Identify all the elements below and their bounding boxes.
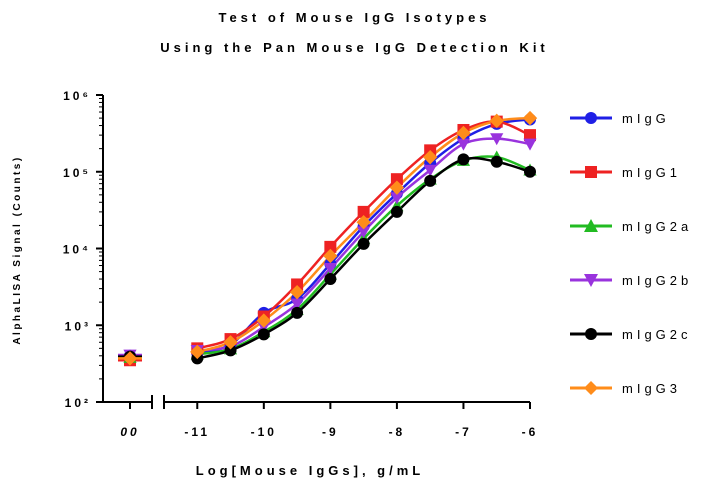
x-tick-label: -6 — [522, 425, 539, 439]
x-axis-label: Log[Mouse IgGs], g/mL — [196, 463, 424, 478]
series-migg2b-point — [523, 138, 537, 151]
series-migg3-point — [223, 335, 238, 350]
y-tick-label: 10³ — [65, 319, 91, 333]
series-migg2a-curve — [197, 155, 531, 356]
legend-swatch — [570, 219, 612, 232]
legend-item: mIgG3 — [568, 374, 708, 428]
legend-label: mIgG2c — [622, 327, 692, 342]
x-tick-label: -11 — [184, 425, 210, 439]
legend-label: mIgG2a — [622, 219, 693, 234]
legend-swatch — [570, 112, 612, 124]
legend-item: mIgG2c — [568, 320, 708, 374]
legend-label: mIgG3 — [622, 381, 682, 396]
legend-item: mIgG2a — [568, 212, 708, 266]
series-migg3-point — [422, 149, 438, 165]
series-migg2b-point — [390, 192, 404, 205]
series-migg2c-point — [490, 155, 503, 168]
legend-marker — [584, 381, 598, 395]
series-migg2b-point — [357, 226, 371, 239]
series-migg2c-point — [390, 205, 403, 218]
series-migg3-point — [389, 180, 405, 195]
legend-swatch — [570, 166, 612, 178]
y-tick-label: 10⁴ — [63, 243, 91, 257]
legend-label: mIgG1 — [622, 165, 682, 180]
legend-swatch — [570, 274, 612, 287]
y-axis-label: AlphaLISA Signal (Counts) — [12, 155, 23, 344]
legend-label: mIgG2b — [622, 273, 693, 288]
series-migg2c-point — [257, 328, 270, 341]
series-migg2b-point — [290, 298, 304, 311]
legend-marker — [585, 328, 597, 340]
series-migg2c-point — [424, 174, 437, 187]
series-migg3-point — [489, 113, 504, 129]
legend-item: mIgG1 — [568, 158, 708, 212]
chart-subtitle: Using the Pan Mouse IgG Detection Kit — [160, 40, 549, 55]
legend-swatch — [570, 381, 612, 395]
legend-swatch — [570, 328, 612, 340]
legend-marker — [584, 274, 598, 287]
legend-label: mIgG — [622, 111, 670, 126]
series-migg1-point — [524, 129, 536, 142]
x-tick-label: -9 — [322, 425, 339, 439]
series-migg2c-point — [224, 344, 237, 357]
series-migg2b-point — [490, 133, 504, 146]
x-tick-label: -10 — [251, 425, 277, 439]
y-tick-label: 10² — [65, 396, 91, 410]
series-migg3-point — [289, 284, 305, 300]
series-migg3-point — [256, 313, 272, 328]
series-migg2c-point — [524, 165, 536, 178]
x-tick-label: -7 — [455, 425, 472, 439]
legend-marker — [585, 166, 597, 178]
series-migg3-point — [190, 344, 205, 360]
chart-legend: mIgG mIgG1 mIgG2a mIgG2b mIgG2c mIgG3 — [568, 104, 708, 428]
legend-marker — [584, 219, 598, 232]
legend-item: mIgG — [568, 104, 708, 158]
series-migg1-point — [291, 278, 304, 291]
chart-title: Test of Mouse IgG Isotypes — [218, 10, 491, 25]
legend-item: mIgG2b — [568, 266, 708, 320]
series-migg2b-point — [323, 263, 337, 276]
series-migg2c-point — [357, 237, 370, 250]
series-migg2c-point — [291, 306, 304, 319]
series-migg2b-point — [423, 164, 437, 177]
y-tick-label: 10⁶ — [63, 89, 91, 103]
y-tick-label: 10⁵ — [63, 166, 91, 180]
series-migg3-point — [456, 125, 471, 141]
series-migg3-point — [356, 215, 371, 230]
series-migg1-point — [324, 240, 337, 253]
series-migg3-point — [122, 351, 138, 366]
series-migg2c-point — [324, 273, 337, 286]
x-tick-label: -8 — [389, 425, 406, 439]
series-migg1-point — [357, 205, 370, 218]
series-migg3-point — [323, 248, 338, 264]
legend-marker — [585, 112, 597, 124]
x-tick-label: 00 — [120, 425, 139, 439]
series-migg2b-point — [456, 138, 471, 151]
series-migg2c-point — [457, 153, 470, 166]
series-migg3-point — [522, 110, 538, 126]
series-migg1-point — [390, 173, 403, 186]
